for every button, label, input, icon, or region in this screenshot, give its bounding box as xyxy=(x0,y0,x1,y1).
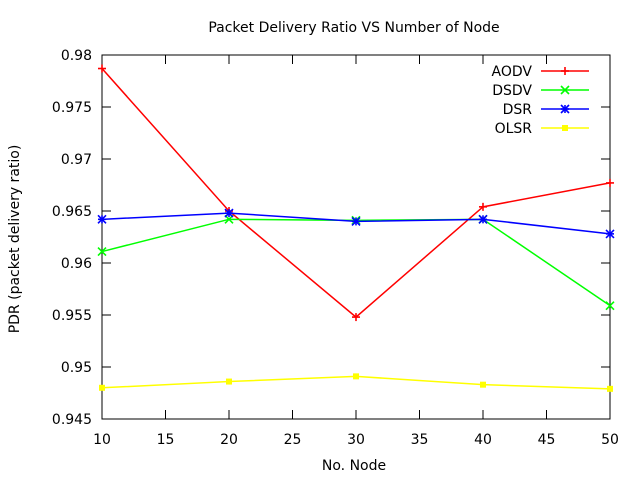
legend-marker-dsr-stroke xyxy=(560,104,570,114)
x-tick-label: 50 xyxy=(601,432,619,448)
y-tick-label: 0.975 xyxy=(52,100,92,116)
y-tick-label: 0.97 xyxy=(61,152,92,168)
chart-title: Packet Delivery Ratio VS Number of Node xyxy=(208,20,499,36)
x-tick-label: 20 xyxy=(220,432,238,448)
legend: AODV DSDV DSR OLSR xyxy=(492,64,589,137)
legend-label-dsr: DSR xyxy=(503,102,533,118)
data-point-aodv xyxy=(98,64,106,73)
x-axis-label: No. Node xyxy=(322,458,386,474)
y-tick-label: 0.96 xyxy=(61,256,92,272)
data-point-olsr xyxy=(480,381,486,388)
data-point-aodv xyxy=(606,178,614,187)
legend-marker-aodv xyxy=(561,67,569,75)
data-point-dsr-stroke xyxy=(224,208,234,218)
legend-label-olsr: OLSR xyxy=(495,121,533,137)
y-tick-label: 0.98 xyxy=(61,48,92,64)
data-point-olsr xyxy=(607,385,613,392)
legend-marker-dsr xyxy=(560,104,570,114)
y-tick-label: 0.95 xyxy=(61,360,92,376)
data-point-dsr xyxy=(351,216,361,226)
x-tick-label: 45 xyxy=(538,432,556,448)
data-point-dsr xyxy=(478,214,488,224)
series-layer xyxy=(97,64,615,392)
data-point-dsdv xyxy=(605,301,615,311)
plot-frame xyxy=(101,54,611,420)
data-point-dsdv-stroke xyxy=(605,301,615,311)
legend-marker-dsdv-stroke xyxy=(560,85,570,95)
data-point-aodv xyxy=(479,202,487,211)
data-point-dsr xyxy=(224,208,234,218)
y-tick-label: 0.955 xyxy=(52,308,92,324)
series-line-dsdv xyxy=(101,218,611,307)
data-point-dsdv xyxy=(97,246,107,257)
data-point-dsr-stroke xyxy=(605,229,615,239)
data-point-dsr-stroke xyxy=(351,216,361,226)
data-point-olsr-square xyxy=(607,385,613,392)
data-point-aodv xyxy=(352,313,360,322)
legend-marker-olsr-square xyxy=(562,125,568,131)
y-axis-label: PDR (packet delivery ratio) xyxy=(7,145,23,334)
x-tick-label: 15 xyxy=(157,432,175,448)
data-point-dsr-stroke xyxy=(97,214,107,224)
y-tick-label: 0.965 xyxy=(52,204,92,220)
x-tick-label: 30 xyxy=(347,432,365,448)
x-tick-label: 40 xyxy=(474,432,492,448)
data-point-olsr-square xyxy=(353,373,359,380)
axis-ticks: 10 15 20 25 30 35 40 45 50 0.945 0.95 0.955 0.96 0.96… xyxy=(52,48,619,448)
data-point-olsr-square xyxy=(99,384,105,391)
data-point-olsr xyxy=(353,373,359,380)
legend-label-aodv: AODV xyxy=(492,64,533,80)
legend-marker-dsdv xyxy=(560,85,570,95)
data-point-dsr-stroke xyxy=(478,214,488,224)
data-point-dsr xyxy=(97,214,107,224)
data-point-dsr xyxy=(605,229,615,239)
data-point-olsr xyxy=(226,378,232,385)
x-tick-label: 10 xyxy=(93,432,111,448)
legend-label-dsdv: DSDV xyxy=(492,83,532,99)
data-point-dsdv-stroke xyxy=(97,246,107,257)
y-tick-label: 0.945 xyxy=(52,412,92,428)
series-line-aodv xyxy=(101,68,611,319)
x-tick-label: 25 xyxy=(284,432,302,448)
data-point-olsr xyxy=(99,384,105,391)
legend-marker-olsr xyxy=(562,125,568,131)
x-tick-label: 35 xyxy=(411,432,429,448)
data-point-olsr-square xyxy=(480,381,486,388)
data-point-olsr-square xyxy=(226,378,232,385)
